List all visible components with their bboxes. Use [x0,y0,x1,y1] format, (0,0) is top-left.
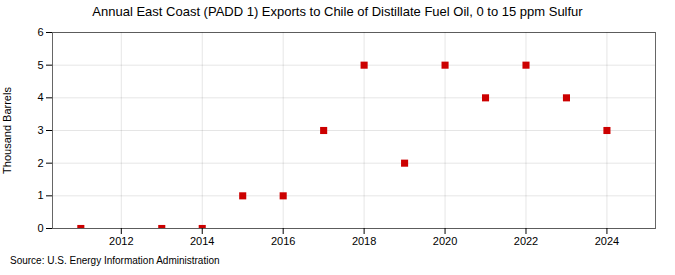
svg-text:4: 4 [37,91,43,103]
svg-text:6: 6 [37,26,43,38]
svg-text:2020: 2020 [433,235,457,247]
html-text:Source: U.S. Energy Informatio: Source: U.S. Energy Information Administ… [10,255,220,266]
svg-text:2: 2 [37,157,43,169]
svg-text:2012: 2012 [109,235,133,247]
svg-text:3: 3 [37,124,43,136]
svg-text:2014: 2014 [190,235,214,247]
svg-text:2022: 2022 [514,235,538,247]
svg-text:Thousand Barrels: Thousand Barrels [1,87,13,174]
svg-text:5: 5 [37,59,43,71]
svg-text:2016: 2016 [271,235,295,247]
svg-text:2024: 2024 [595,235,619,247]
svg-text:1: 1 [37,189,43,201]
html-text:Annual East Coast (PADD 1) Exp: Annual East Coast (PADD 1) Exports to Ch… [92,4,583,19]
svg-text:0: 0 [37,222,43,234]
svg-text:2018: 2018 [352,235,376,247]
